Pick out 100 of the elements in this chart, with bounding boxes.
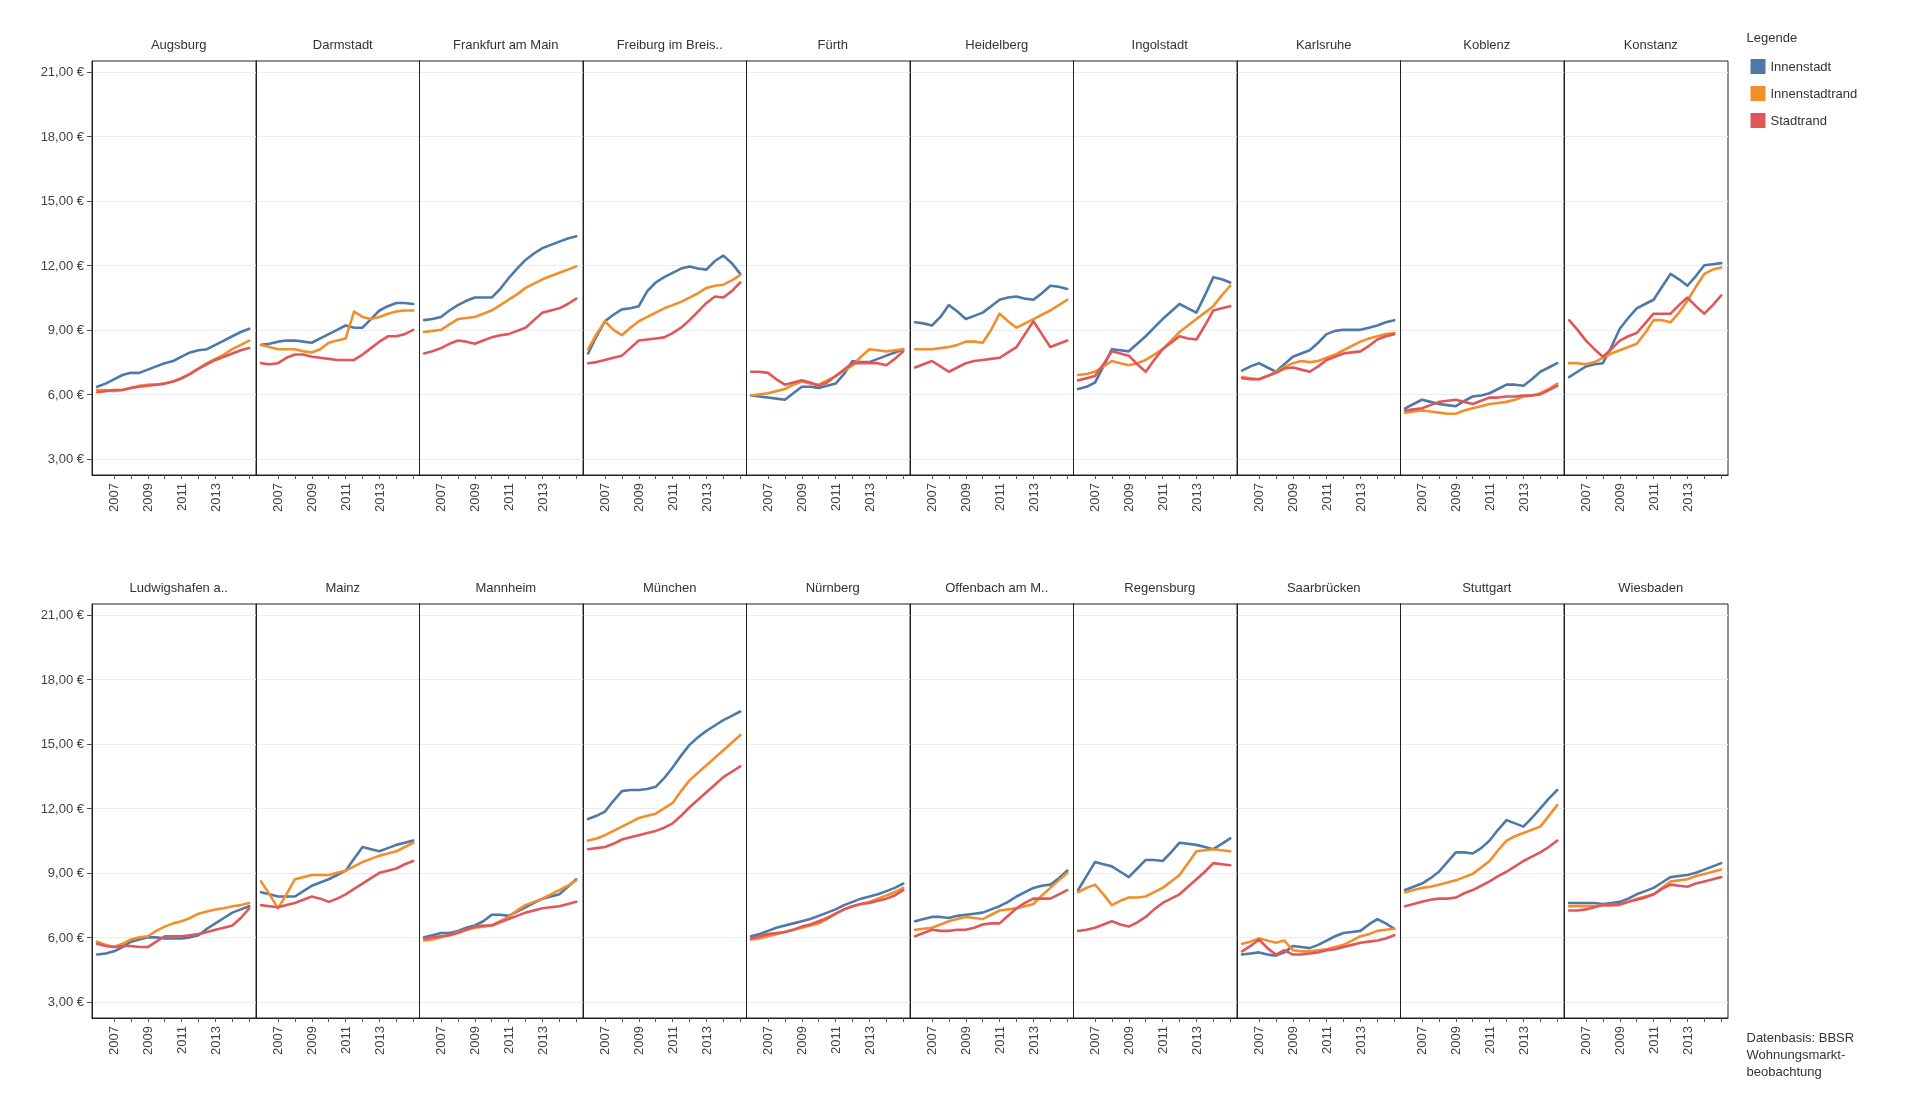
chart-title: Darmstadt (312, 37, 373, 52)
x-tick-label: 2013 (1515, 1026, 1531, 1055)
x-tick-label: 2013 (1679, 483, 1695, 512)
chart-title: Augsburg (150, 37, 207, 52)
x-tick-label: 2009 (140, 483, 156, 512)
x-tick-label: 2009 (140, 1026, 156, 1055)
x-tick-label: 2007 (1250, 483, 1266, 512)
x-tick-label: 2007 (760, 1026, 776, 1055)
x-tick-label: 2011 (828, 1026, 844, 1054)
chart-title: Stuttgart (1462, 580, 1512, 595)
y-tick-label: 9,00 € (47, 322, 85, 338)
x-tick-label: 2013 (698, 483, 714, 512)
x-tick-label: 2007 (923, 483, 939, 512)
x-tick-label: 2013 (861, 1026, 877, 1055)
x-tick-label: 2011 (337, 1026, 353, 1054)
x-tick-label: 2009 (957, 483, 973, 512)
y-tick-label: 6,00 € (47, 929, 85, 945)
x-tick-label: 2007 (596, 1026, 612, 1055)
x-tick-label: 2007 (1087, 1026, 1103, 1055)
y-tick-label: 21,00 € (40, 607, 85, 623)
x-tick-label: 2013 (861, 483, 877, 512)
x-tick-label: 2009 (467, 1026, 483, 1055)
x-tick-label: 2011 (174, 1026, 190, 1054)
x-tick-label: 2013 (534, 483, 550, 512)
x-tick-label: 2009 (630, 483, 646, 512)
x-tick-label: 2011 (501, 483, 517, 511)
x-tick-label: 2011 (828, 483, 844, 511)
x-tick-label: 2013 (207, 1026, 223, 1055)
x-tick-label: 2009 (1611, 1026, 1627, 1055)
x-tick-label: 2007 (269, 1026, 285, 1055)
x-tick-label: 2011 (1318, 483, 1334, 511)
x-tick-label: 2009 (957, 1026, 973, 1055)
x-tick-label: 2007 (269, 483, 285, 512)
x-tick-label: 2007 (1414, 1026, 1430, 1055)
chart-title: Fürth (817, 37, 848, 52)
chart-title: München (642, 580, 696, 595)
y-tick-label: 15,00 € (40, 193, 85, 209)
x-tick-label: 2013 (1188, 483, 1204, 512)
legend-label: Innenstadt (1770, 59, 1832, 74)
x-tick-label: 2013 (371, 1026, 387, 1055)
legend-label: Stadtrand (1770, 113, 1827, 128)
x-tick-label: 2007 (1250, 1026, 1266, 1055)
x-tick-label: 2011 (1155, 1026, 1171, 1054)
y-tick-label: 18,00 € (40, 128, 85, 144)
y-tick-label: 6,00 € (47, 386, 85, 402)
x-tick-label: 2011 (991, 1026, 1007, 1054)
x-tick-label: 2013 (1679, 1026, 1695, 1055)
chart-title: Saarbrücken (1286, 580, 1361, 595)
chart-title: Wiesbaden (1617, 580, 1683, 595)
chart-title: Ingolstadt (1131, 37, 1189, 52)
x-tick-label: 2013 (1352, 483, 1368, 512)
chart-title: Freiburg im Breis.. (616, 37, 723, 52)
x-tick-label: 2011 (501, 1026, 517, 1054)
x-tick-label: 2013 (1025, 483, 1041, 512)
text: Datenbasis: BBSR Wohnungsmarkt-beobachtung (1746, 1030, 1858, 1079)
x-tick-label: 2007 (106, 1026, 122, 1055)
chart-title: Karlsruhe (1295, 37, 1352, 52)
chart-title: Frankfurt am Main (453, 37, 559, 52)
x-tick-label: 2013 (1188, 1026, 1204, 1055)
x-tick-label: 2009 (467, 483, 483, 512)
y-tick-label: 12,00 € (40, 800, 85, 816)
y-tick-label: 12,00 € (40, 257, 85, 273)
x-tick-label: 2009 (1284, 1026, 1300, 1055)
x-tick-label: 2011 (1155, 483, 1171, 511)
x-tick-label: 2007 (433, 483, 449, 512)
x-tick-label: 2007 (596, 483, 612, 512)
chart-title: Ludwigshafen a.. (129, 580, 228, 595)
x-tick-label: 2011 (1645, 1026, 1661, 1054)
x-tick-label: 2011 (991, 483, 1007, 511)
chart-title: Nürnberg (805, 580, 860, 595)
x-tick-label: 2009 (1448, 483, 1464, 512)
x-tick-label: 2009 (794, 483, 810, 512)
x-tick-label: 2007 (1414, 483, 1430, 512)
x-tick-label: 2013 (371, 483, 387, 512)
x-tick-label: 2011 (1482, 1026, 1498, 1054)
x-tick-label: 2007 (433, 1026, 449, 1055)
x-tick-label: 2011 (1482, 483, 1498, 511)
chart-title: Offenbach am M.. (944, 580, 1048, 595)
y-tick-label: 15,00 € (40, 736, 85, 752)
x-tick-label: 2011 (1645, 483, 1661, 511)
x-tick-label: 2009 (1448, 1026, 1464, 1055)
x-tick-label: 2011 (664, 483, 680, 511)
y-tick-label: 21,00 € (40, 64, 85, 80)
x-tick-label: 2013 (1025, 1026, 1041, 1055)
x-tick-label: 2013 (698, 1026, 714, 1055)
x-tick-label: 2011 (664, 1026, 680, 1054)
x-tick-label: 2013 (534, 1026, 550, 1055)
chart-title: Konstanz (1623, 37, 1678, 52)
chart-title: Heidelberg (964, 37, 1028, 52)
x-tick-label: 2009 (630, 1026, 646, 1055)
x-tick-label: 2009 (794, 1026, 810, 1055)
x-tick-label: 2009 (303, 1026, 319, 1055)
x-tick-label: 2009 (303, 483, 319, 512)
chart-title: Koblenz (1463, 37, 1511, 52)
x-tick-label: 2009 (1121, 1026, 1137, 1055)
chart-title: Mainz (324, 580, 360, 595)
x-tick-label: 2009 (1121, 483, 1137, 512)
chart-title: Regensburg (1124, 580, 1196, 595)
x-tick-label: 2007 (923, 1026, 939, 1055)
x-tick-label: 2007 (1577, 1026, 1593, 1055)
